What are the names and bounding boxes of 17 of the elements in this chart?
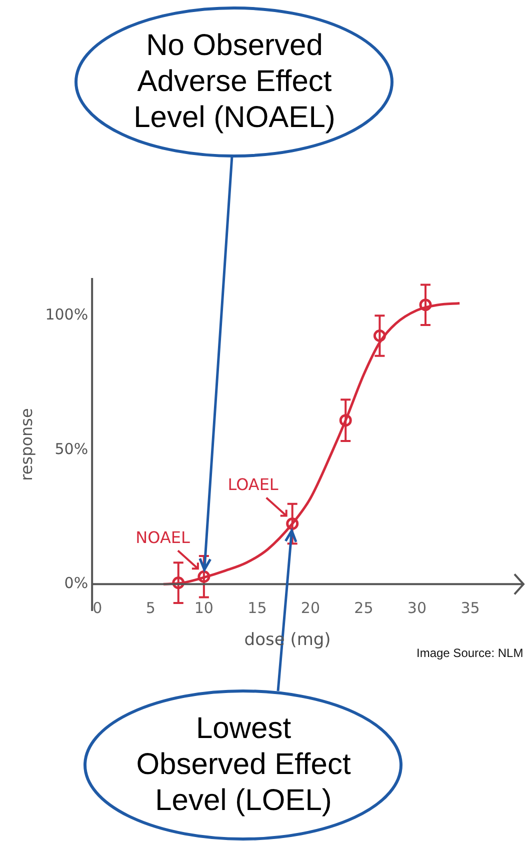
x-tick-label: 35 <box>460 599 480 618</box>
y-axis-title: response <box>16 408 36 481</box>
annotation: No Observed Adverse Effect Level (NOAEL) <box>132 28 336 136</box>
y-tick-label: 50% <box>54 440 88 458</box>
x-tick-label: 5 <box>146 599 156 618</box>
x-tick-label: 0 <box>92 599 102 618</box>
x-tick-label: 15 <box>248 599 267 618</box>
x-tick-label: 20 <box>300 599 320 618</box>
text: Image Source: NLM <box>416 646 524 660</box>
x-tick-label: 25 <box>354 599 374 618</box>
annotation: NOAEL <box>136 528 190 547</box>
annotation: Lowest Observed Effect Level (LOEL) <box>135 711 352 819</box>
x-tick-label: 10 <box>194 599 214 618</box>
annotation: LOAEL <box>228 474 278 494</box>
y-tick-label: 100% <box>45 305 88 324</box>
x-tick-label: 30 <box>407 599 427 618</box>
y-tick-label: 0% <box>64 574 88 592</box>
